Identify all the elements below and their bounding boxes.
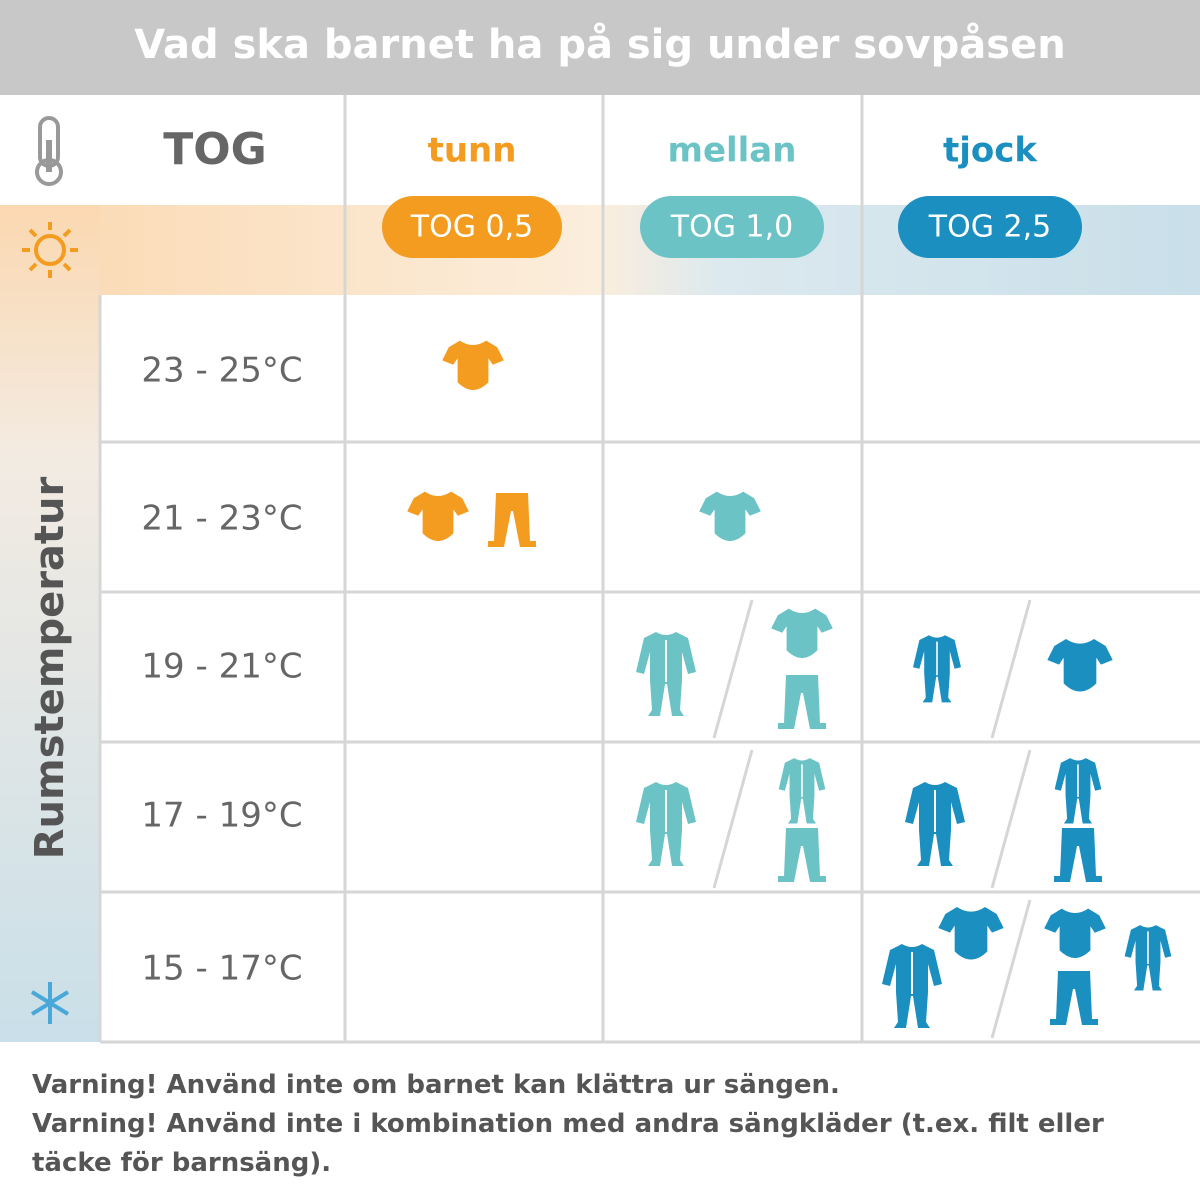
thermometer xyxy=(35,116,63,186)
tog-label: TOG 1,0 xyxy=(670,210,793,245)
title: Vad ska barnet ha på sig under sovpåsen xyxy=(134,21,1065,68)
tog-badge xyxy=(898,196,1082,258)
column-name: tunn xyxy=(428,131,517,171)
row-label: 21 - 23°C xyxy=(141,499,302,539)
sun xyxy=(22,222,78,278)
divider xyxy=(712,599,1032,1039)
column-name: mellan xyxy=(668,131,797,171)
row-label: 17 - 19°C xyxy=(141,796,302,836)
snowflake xyxy=(30,982,70,1024)
clothing-icons xyxy=(407,340,1173,1030)
side-label: Rumstemperatur xyxy=(27,476,73,859)
tog-badge xyxy=(640,196,824,258)
row-label: 19 - 21°C xyxy=(141,647,302,687)
grid xyxy=(98,95,1200,1044)
warning: Varning! Använd inte om barnet kan klätt… xyxy=(32,1070,840,1100)
row-label: 23 - 25°C xyxy=(141,351,302,391)
tog-badge xyxy=(382,196,562,258)
corner-label: TOG xyxy=(163,124,267,175)
side-band xyxy=(0,205,100,1042)
warning: Varning! Använd inte i kombination med a… xyxy=(32,1109,1104,1178)
warnings: Varning! Använd inte om barnet kan klätt… xyxy=(32,1066,1152,1183)
title-bar xyxy=(0,0,1200,95)
tog-label: TOG 2,5 xyxy=(928,210,1051,245)
tog-label: TOG 0,5 xyxy=(410,210,533,245)
chart-table: Vad ska barnet ha på sig under sovpåsen … xyxy=(0,0,1200,1044)
row-label: 15 - 17°C xyxy=(141,949,302,989)
column-name: tjock xyxy=(943,131,1038,171)
